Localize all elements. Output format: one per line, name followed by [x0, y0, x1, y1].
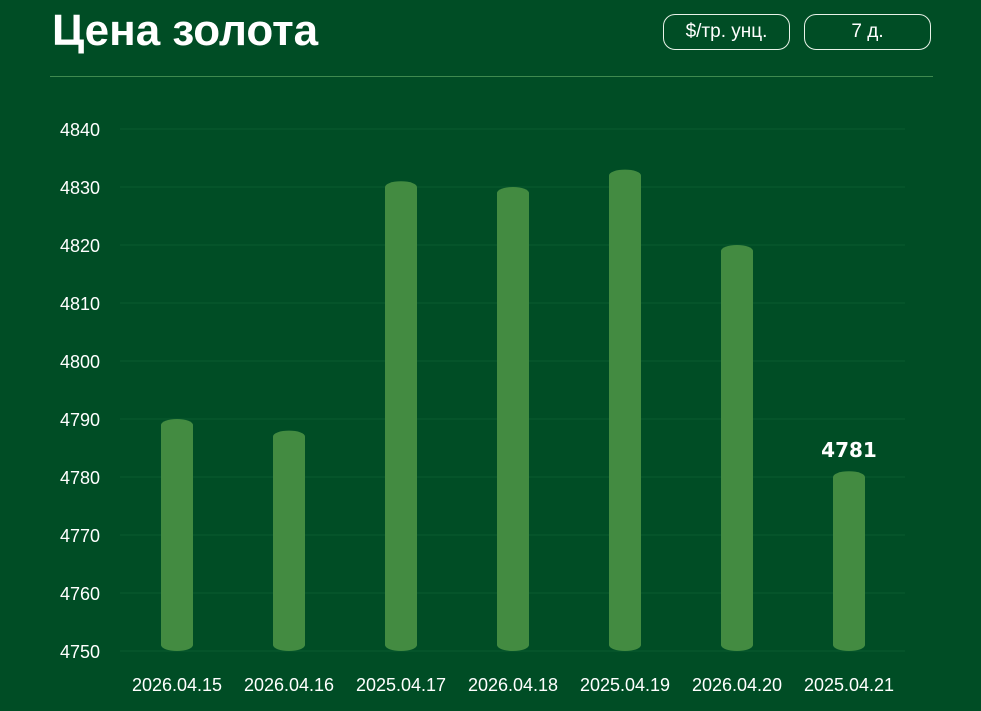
- bar[interactable]: [609, 169, 641, 651]
- bar[interactable]: [497, 187, 529, 651]
- y-tick-label: 4760: [60, 584, 100, 604]
- y-tick-label: 4750: [60, 642, 100, 662]
- x-tick-label: 2026.04.18: [468, 675, 558, 695]
- y-tick-label: 4800: [60, 352, 100, 372]
- bar-value-label: 4781: [821, 438, 877, 462]
- y-tick-label: 4780: [60, 468, 100, 488]
- y-tick-label: 4770: [60, 526, 100, 546]
- page-title: Цена золота: [52, 6, 319, 55]
- header-divider: [50, 76, 933, 77]
- bar[interactable]: [273, 430, 305, 651]
- y-tick-label: 4840: [60, 120, 100, 140]
- y-tick-label: 4820: [60, 236, 100, 256]
- y-tick-label: 4830: [60, 178, 100, 198]
- x-tick-label: 2025.04.19: [580, 675, 670, 695]
- bar[interactable]: [721, 245, 753, 651]
- unit-selector-button[interactable]: $/тр. унц.: [663, 14, 790, 50]
- x-tick-label: 2026.04.20: [692, 675, 782, 695]
- y-tick-label: 4790: [60, 410, 100, 430]
- x-tick-label: 2026.04.16: [244, 675, 334, 695]
- bar[interactable]: [833, 471, 865, 651]
- bar[interactable]: [161, 419, 193, 651]
- x-tick-label: 2026.04.15: [132, 675, 222, 695]
- bar[interactable]: [385, 181, 417, 651]
- x-tick-label: 2025.04.17: [356, 675, 446, 695]
- x-tick-label: 2025.04.21: [804, 675, 894, 695]
- period-selector-button[interactable]: 7 д.: [804, 14, 931, 50]
- y-tick-label: 4810: [60, 294, 100, 314]
